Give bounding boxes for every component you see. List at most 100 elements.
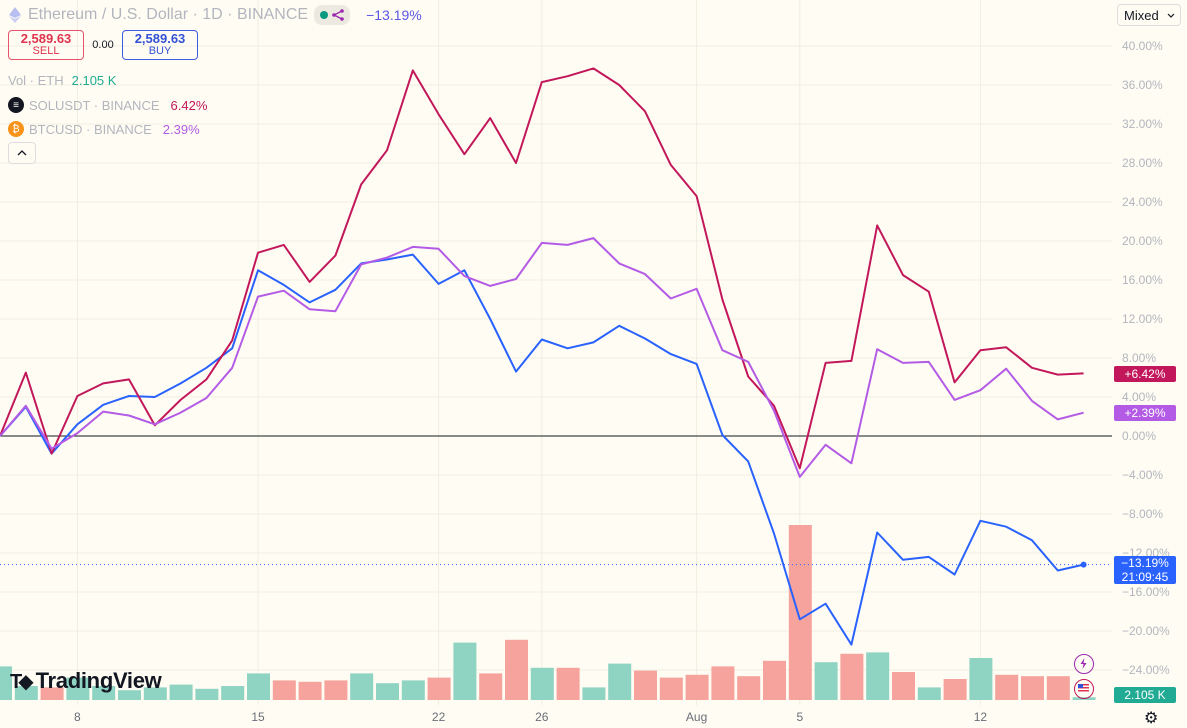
us-flag-icon[interactable] (1074, 679, 1094, 699)
volume-bar (0, 666, 12, 700)
spread-value: 0.00 (92, 39, 114, 51)
volume-bar (298, 681, 322, 700)
ethereum-icon (9, 7, 21, 23)
chevron-up-icon (17, 150, 27, 156)
y-tick-label: −24.00% (1122, 663, 1170, 677)
solusdt-label: SOLUSDT · BINANCE (29, 97, 160, 113)
volume-bar (711, 666, 735, 700)
y-tick-label: −8.00% (1122, 507, 1163, 521)
y-tick-label: 24.00% (1122, 195, 1163, 209)
y-tick-label: −4.00% (1122, 468, 1163, 482)
trade-buttons: 2,589.63 SELL 0.00 2,589.63 BUY (8, 30, 198, 60)
y-tick-label: 12.00% (1122, 312, 1163, 326)
volume-bar (376, 683, 399, 700)
scale-mode-select[interactable]: Mixed (1117, 4, 1181, 26)
y-tick-label: 0.00% (1122, 429, 1156, 443)
btcusd-price-tag: +2.39% (1114, 405, 1176, 421)
volume-bar (659, 677, 683, 700)
buy-label: BUY (148, 45, 172, 57)
volume-bar (608, 663, 632, 700)
volume-bar (401, 680, 425, 700)
volume-bar (479, 673, 503, 700)
volume-bar (995, 674, 1019, 700)
visibility-toggle[interactable] (314, 5, 351, 25)
x-tick-label: 12 (974, 710, 988, 724)
collapse-legend-button[interactable] (8, 142, 36, 164)
volume-bar (840, 653, 864, 700)
x-tick-label: 15 (251, 710, 265, 724)
volume-bar (40, 687, 64, 700)
tradingview-logo[interactable]: T◆ TradingView (10, 668, 162, 694)
y-tick-label: 36.00% (1122, 78, 1163, 92)
volume-bar (556, 667, 580, 700)
volume-bar (788, 525, 812, 700)
volume-bar (1021, 676, 1044, 700)
settings-gear-icon[interactable]: ⚙ (1144, 710, 1159, 727)
volume-bar (866, 652, 890, 700)
volume-bar (427, 677, 451, 700)
solana-icon: ≡ (8, 97, 24, 113)
lightning-icon[interactable] (1074, 654, 1094, 674)
y-tick-label: 8.00% (1122, 351, 1156, 365)
y-tick-label: 32.00% (1122, 117, 1163, 131)
symbol-title[interactable]: Ethereum / U.S. Dollar · 1D · BINANCE (28, 6, 309, 23)
volume-bar (118, 690, 141, 700)
eth-series-line (0, 253, 1084, 646)
chevron-down-icon (1167, 13, 1175, 18)
symbol-header: Ethereum / U.S. Dollar · 1D · BINANCE −1… (8, 5, 422, 25)
volume-bar (917, 687, 941, 700)
volume-label: Vol · ETH (8, 73, 64, 88)
solusdt-price-tag: +6.42% (1114, 366, 1176, 382)
scale-mode-label: Mixed (1124, 7, 1159, 23)
volume-bar (143, 687, 167, 700)
x-tick-label: Aug (686, 710, 707, 724)
btcusd-value: 2.39% (162, 121, 200, 137)
y-tick-label: 4.00% (1122, 390, 1156, 404)
volume-bar (1046, 676, 1070, 700)
x-tick-label: 5 (796, 710, 803, 724)
legend-solusdt[interactable]: ≡ SOLUSDT · BINANCE 6.42% (8, 97, 207, 113)
eth-last-point (1080, 561, 1087, 568)
volume-bar (221, 686, 245, 700)
btcusd-label: BTCUSD · BINANCE (29, 121, 152, 137)
volume-bar (530, 667, 554, 700)
btc-series-line (0, 237, 1084, 478)
bar-countdown: 21:09:45 (1121, 570, 1169, 584)
legend-volume[interactable]: Vol · ETH 2.105 K (8, 73, 116, 88)
tradingview-logo-icon: T◆ (10, 670, 34, 693)
eth-change-tag: −13.19% (1121, 556, 1169, 570)
volume-value: 2.105 K (71, 73, 117, 88)
volume-bar (324, 680, 348, 700)
eth-price-tag: −13.19% 21:09:45 (1114, 556, 1176, 584)
volume-bar (350, 673, 374, 700)
volume-bar (685, 674, 709, 700)
buy-price: 2,589.63 (134, 31, 186, 46)
y-tick-label: −16.00% (1122, 585, 1170, 599)
volume-bar (634, 670, 657, 700)
volume-bar (814, 662, 838, 700)
x-tick-label: 8 (74, 710, 81, 724)
volume-bar (943, 679, 967, 700)
volume-bar (169, 684, 193, 700)
volume-bar (763, 660, 786, 700)
volume-bar (195, 688, 219, 700)
volume-bar (247, 673, 270, 700)
share-icon (332, 9, 344, 21)
brand-name: TradingView (35, 668, 162, 693)
market-open-icon (320, 11, 329, 19)
x-tick-label: 26 (535, 710, 549, 724)
y-tick-label: 28.00% (1122, 156, 1163, 170)
volume-bar (505, 639, 528, 700)
volume-bar (892, 672, 915, 700)
y-tick-label: −20.00% (1122, 624, 1170, 638)
sell-button[interactable]: 2,589.63 SELL (8, 30, 84, 60)
sell-label: SELL (32, 45, 60, 57)
volume-bar (272, 680, 296, 700)
volume-bar (453, 642, 477, 700)
x-tick-label: 22 (432, 710, 446, 724)
volume-tag: 2.105 K (1114, 687, 1176, 703)
buy-button[interactable]: 2,589.63 BUY (122, 30, 198, 60)
volume-bar (92, 686, 116, 700)
legend-btcusd[interactable]: ₿ BTCUSD · BINANCE 2.39% (8, 121, 200, 137)
